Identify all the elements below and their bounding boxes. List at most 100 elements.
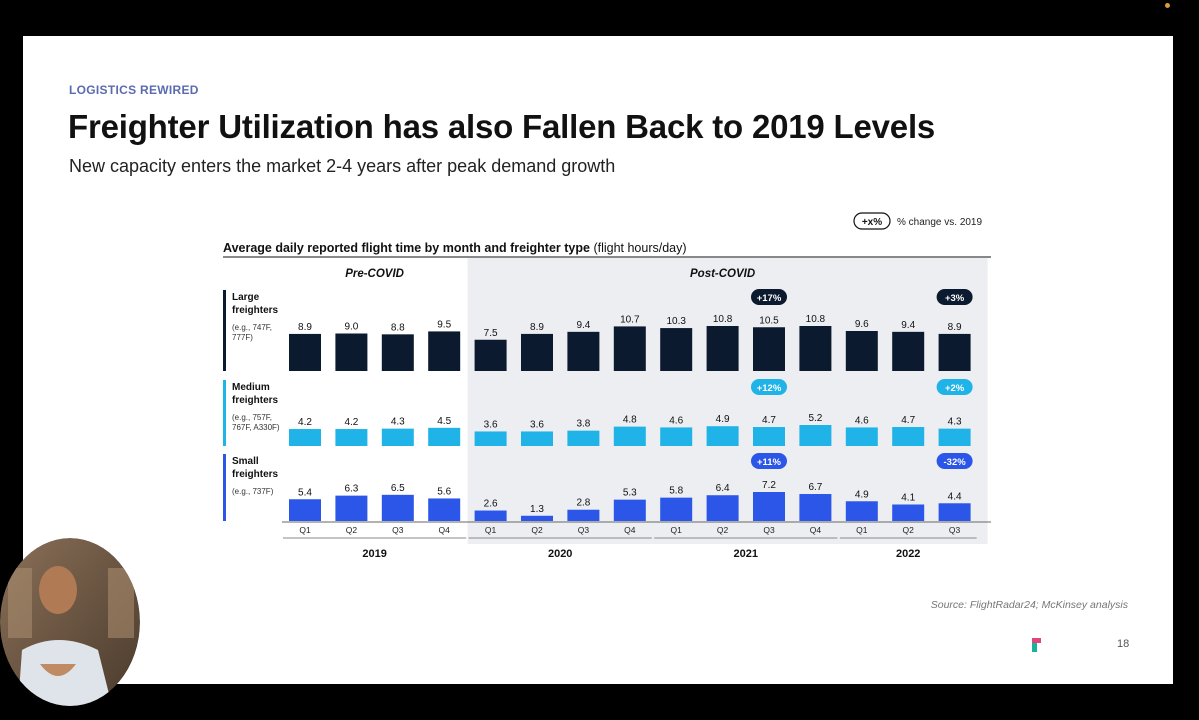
small-freighters-change-badge (751, 453, 787, 469)
medium-freighters-value-label: 3.6 (530, 419, 544, 430)
presenter-video-icon (0, 538, 140, 706)
medium-freighters-change-badge-text: +2% (945, 383, 965, 394)
small-freighters-value-label: 4.1 (901, 492, 915, 503)
legend-badge (853, 212, 891, 230)
x-tick-label: Q3 (578, 525, 590, 535)
medium-freighters-example-line: 767F, A330F) (232, 423, 280, 432)
large-freighters-example-line: (e.g., 747F, (232, 323, 272, 332)
medium-freighters-value-label: 4.2 (298, 417, 312, 428)
x-tick-label: Q1 (856, 525, 868, 535)
large-freighters-value-label: 9.6 (855, 319, 869, 330)
large-freighters-bar (613, 326, 646, 371)
small-freighters-value-label: 5.4 (298, 487, 312, 498)
year-label: 2021 (734, 548, 758, 560)
large-freighters-value-label: 7.5 (484, 328, 498, 339)
large-freighters-value-label: 10.7 (620, 314, 640, 325)
small-freighters-value-label: 6.7 (808, 482, 822, 493)
x-tick-label: Q2 (903, 525, 915, 535)
x-tick-label: Q3 (949, 525, 961, 535)
chart-title: Average daily reported flight time by mo… (223, 241, 687, 255)
small-freighters-accent-bar (223, 454, 226, 521)
x-tick-label: Q4 (810, 525, 822, 535)
legend-text: % change vs. 2019 (897, 217, 982, 228)
small-freighters-bar (521, 515, 553, 521)
large-freighters-value-label: 9.5 (437, 319, 451, 330)
large-freighters-value-label: 8.9 (948, 322, 962, 333)
small-freighters-bar (799, 494, 832, 521)
small-freighters-value-label: 5.3 (623, 488, 637, 499)
small-freighters-label-line: Small (232, 456, 259, 467)
medium-freighters-bar (938, 428, 971, 446)
small-freighters-change-badge (936, 453, 973, 469)
large-freighters-value-label: 10.8 (806, 314, 826, 325)
x-tick-label: Q2 (346, 525, 358, 535)
medium-freighters-bar (845, 427, 878, 446)
year-label: 2020 (548, 548, 572, 560)
large-freighters-bar (660, 328, 693, 371)
small-freighters-value-label: 7.2 (762, 480, 776, 491)
small-freighters-bar (938, 503, 971, 521)
large-freighters-bar (335, 333, 368, 371)
medium-freighters-bar (428, 427, 461, 446)
x-tick-label: Q1 (299, 525, 311, 535)
large-freighters-bar (289, 333, 321, 371)
small-freighters-value-label: 6.4 (716, 483, 730, 494)
large-freighters-label-line: Large (232, 292, 260, 303)
source-note: Source: FlightRadar24; McKinsey analysis (930, 599, 1128, 611)
large-freighters-value-label: 10.8 (713, 314, 733, 325)
large-freighters-bar (799, 326, 832, 371)
large-freighters-bar (753, 327, 785, 371)
large-freighters-bar (567, 331, 600, 371)
medium-freighters-bar (660, 427, 693, 446)
medium-freighters-value-label: 4.6 (669, 415, 683, 426)
small-freighters-label-line: freighters (232, 469, 279, 480)
large-freighters-bar (521, 333, 553, 371)
large-freighters-bar (892, 331, 925, 371)
x-tick-label: Q1 (671, 525, 683, 535)
slide-eyebrow: LOGISTICS REWIRED (69, 83, 199, 97)
medium-freighters-accent-bar (223, 380, 226, 446)
large-freighters-value-label: 9.4 (576, 320, 590, 331)
small-freighters-value-label: 5.6 (437, 486, 451, 497)
medium-freighters-label-line: freighters (232, 395, 279, 406)
medium-freighters-change-badge (936, 379, 973, 395)
medium-freighters-bar (706, 426, 739, 446)
legend-badge-text: +x% (862, 217, 882, 228)
medium-freighters-value-label: 5.2 (808, 413, 822, 424)
large-freighters-accent-bar (223, 290, 226, 371)
x-tick-label: Q2 (717, 525, 729, 535)
medium-freighters-bar (567, 430, 600, 446)
medium-freighters-label-line: Medium (232, 382, 270, 393)
medium-freighters-value-label: 4.7 (762, 415, 776, 426)
medium-freighters-value-label: 3.8 (576, 419, 590, 430)
large-freighters-bar (381, 334, 414, 371)
small-freighters-bar (335, 495, 368, 521)
large-freighters-change-badge-text: +17% (757, 293, 782, 304)
large-freighters-change-badge (751, 289, 787, 305)
large-freighters-value-label: 10.5 (759, 315, 779, 326)
large-freighters-bar (428, 331, 461, 371)
small-freighters-value-label: 6.3 (344, 484, 358, 495)
medium-freighters-value-label: 4.3 (391, 417, 405, 428)
medium-freighters-change-badge (751, 379, 787, 395)
slide-subtitle: New capacity enters the market 2-4 years… (69, 156, 616, 176)
large-freighters-value-label: 9.4 (901, 320, 915, 331)
small-freighters-value-label: 1.3 (530, 504, 544, 515)
medium-freighters-bar (521, 431, 553, 446)
large-freighters-value-label: 9.0 (344, 322, 358, 333)
small-freighters-bar (706, 495, 739, 521)
small-freighters-bar (613, 499, 646, 521)
medium-freighters-value-label: 4.5 (437, 416, 451, 427)
medium-freighters-change-badge-text: +12% (757, 383, 782, 394)
small-freighters-value-label: 2.8 (576, 498, 590, 509)
medium-freighters-value-label: 4.9 (716, 414, 730, 425)
small-freighters-bar (753, 492, 785, 521)
small-freighters-bar (892, 504, 925, 521)
medium-freighters-bar (474, 431, 507, 446)
small-freighters-value-label: 2.6 (484, 499, 498, 510)
medium-freighters-bar (381, 428, 414, 446)
page-number: 18 (1117, 638, 1130, 650)
large-freighters-bar (706, 326, 739, 371)
small-freighters-value-label: 6.5 (391, 483, 405, 494)
large-freighters-bar (474, 339, 507, 371)
